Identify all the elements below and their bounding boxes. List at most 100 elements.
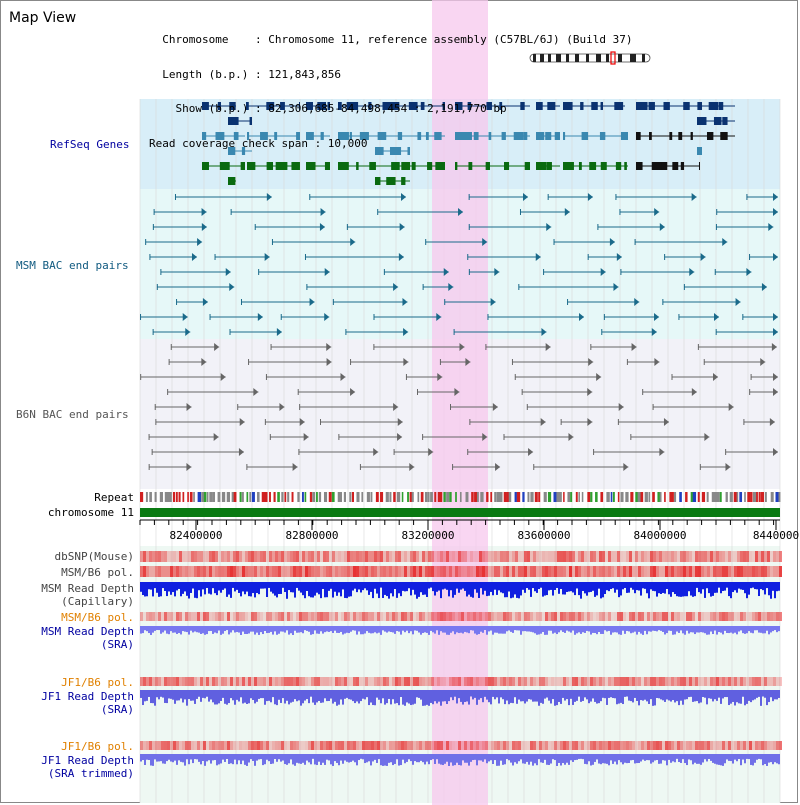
depth-bar [486, 582, 488, 597]
depth-bar [202, 582, 204, 590]
heat-cell [545, 677, 548, 686]
heat-cell [626, 551, 629, 562]
msm-bac-arrow [609, 238, 615, 246]
depth-bar [296, 754, 298, 763]
depth-bar [700, 582, 702, 594]
heat-cell [560, 551, 563, 562]
depth-bar [706, 690, 708, 705]
label-jf1-b6-pol[interactable]: JF1/B6 pol. [61, 676, 134, 689]
depth-bar [668, 690, 670, 701]
label-jf1-read-depth-sra[interactable]: JF1 Read Depth (SRA) [41, 690, 134, 716]
depth-bar [386, 754, 388, 766]
depth-bar [360, 582, 362, 593]
depth-bar [148, 626, 150, 634]
heat-cell [257, 612, 260, 621]
heat-cell [389, 566, 392, 577]
depth-bar [244, 582, 246, 595]
msm-bac-arrow [600, 268, 606, 276]
ideogram-band [533, 54, 536, 62]
heat-cell [692, 741, 695, 750]
depth-bar [688, 582, 690, 592]
depth-bar [404, 690, 406, 706]
depth-bar [686, 582, 688, 597]
depth-bar [198, 754, 200, 762]
label-repeat[interactable]: Repeat [94, 491, 134, 504]
label-jf1-read-depth-trimmed[interactable]: JF1 Read Depth (SRA trimmed) [41, 754, 134, 780]
label-msm-bac[interactable]: MSM BAC end pairs [16, 259, 129, 272]
depth-bar [620, 626, 622, 635]
label-dbsnp[interactable]: dbSNP(Mouse) [54, 550, 134, 563]
depth-bar [180, 582, 182, 597]
depth-bar [698, 626, 700, 633]
heat-cell [329, 566, 332, 577]
gene-exon [513, 132, 524, 140]
heat-cell [578, 566, 581, 577]
depth-bar [354, 582, 356, 589]
heat-cell [443, 677, 446, 686]
heat-cell [374, 612, 377, 621]
heat-cell [401, 612, 404, 621]
depth-bar [272, 626, 274, 635]
depth-bar [494, 582, 496, 590]
depth-bar [562, 754, 564, 764]
heat-cell [572, 566, 575, 577]
depth-bar [650, 626, 652, 632]
depth-bar [594, 626, 596, 633]
depth-bar [276, 690, 278, 706]
msm-bac-arrow [191, 253, 197, 261]
b6n-bac-arrow [545, 343, 551, 351]
heat-cell [689, 677, 692, 686]
depth-bar [492, 626, 494, 635]
heat-cell [440, 551, 443, 562]
depth-bar [274, 690, 276, 705]
depth-bar [604, 626, 606, 631]
label-msm-b6-pol[interactable]: MSM/B6 pol. [61, 566, 134, 579]
depth-bar [578, 582, 580, 596]
heat-cell [224, 566, 227, 577]
label-msm-read-depth-capillary[interactable]: MSM Read Depth (Capillary) [41, 582, 134, 608]
label-jf1-b6-pol-2[interactable]: JF1/B6 pol. [61, 740, 134, 753]
ideogram-band [606, 54, 609, 62]
heat-cell [590, 551, 593, 562]
heat-cell [317, 551, 320, 562]
heat-cell [425, 741, 428, 750]
depth-bar [376, 582, 378, 594]
depth-bar [398, 754, 400, 766]
depth-bar [778, 582, 780, 591]
depth-bar [330, 626, 332, 632]
depth-bar [634, 626, 636, 632]
heat-cell [497, 551, 500, 562]
repeat-mark [212, 492, 216, 502]
depth-bar [392, 754, 394, 766]
heat-cell [596, 741, 599, 750]
heat-cell [416, 566, 419, 577]
depth-bar [514, 690, 516, 698]
heat-cell [749, 566, 752, 577]
label-msm-read-depth-sra[interactable]: MSM Read Depth (SRA) [41, 625, 134, 651]
depth-bar [220, 754, 222, 764]
label-msm-b6-pol-2[interactable]: MSM/B6 pol. [61, 611, 134, 624]
heat-cell [314, 551, 317, 562]
repeat-mark [273, 492, 276, 502]
label-refseq[interactable]: RefSeq Genes [50, 138, 130, 151]
b6n-bac-arrow [239, 418, 245, 426]
label-b6n-bac[interactable]: B6N BAC end pairs [16, 408, 129, 421]
depth-bar [204, 754, 206, 766]
depth-bar [256, 754, 258, 761]
depth-bar [670, 690, 672, 702]
ideogram-band [556, 54, 561, 62]
depth-bar [668, 754, 670, 760]
repeat-mark [424, 492, 428, 502]
depth-bar [344, 754, 346, 761]
depth-bar [246, 754, 248, 766]
depth-bar [778, 626, 780, 632]
depth-bar [630, 690, 632, 702]
heat-cell [314, 612, 317, 621]
heat-cell [452, 677, 455, 686]
depth-bar [354, 690, 356, 704]
repeat-mark [166, 492, 171, 502]
heat-cell [389, 612, 392, 621]
heat-cell [623, 612, 626, 621]
depth-bar [750, 626, 752, 633]
